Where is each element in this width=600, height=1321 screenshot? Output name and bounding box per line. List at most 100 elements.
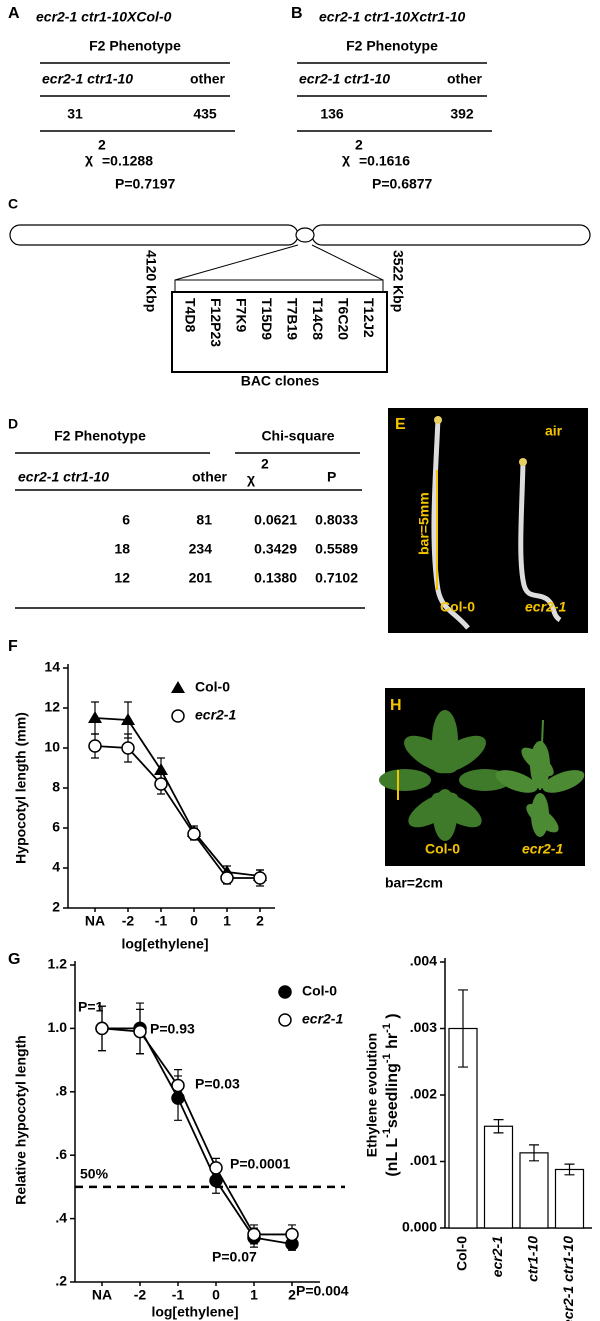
legend-marker xyxy=(171,681,185,693)
panel-label: E xyxy=(395,416,406,433)
chi-symbol: χ xyxy=(85,151,93,167)
cotyledon xyxy=(519,458,527,466)
marker xyxy=(121,741,135,755)
marker xyxy=(133,1024,147,1039)
bar xyxy=(554,1168,585,1229)
y-tick-label: 14 xyxy=(44,659,60,675)
panel-label: B xyxy=(291,5,303,22)
column-header: other xyxy=(190,71,226,87)
y-axis-units-part: -1 xyxy=(381,1053,393,1063)
column-header: ecr2-1 ctr1-10 xyxy=(42,71,133,87)
table-cell: 0.5589 xyxy=(315,541,358,557)
chi-value: =0.1616 xyxy=(359,153,410,169)
region-bar xyxy=(174,279,384,293)
annotation: P=1 xyxy=(78,999,104,1015)
legend-marker xyxy=(278,985,292,999)
panel-label: A xyxy=(8,5,20,22)
p-value: P=0.6877 xyxy=(372,176,433,192)
x-tick-label: NA xyxy=(92,1287,112,1303)
legend-label: Col-0 xyxy=(302,983,337,999)
x-tick-label: 2 xyxy=(288,1287,296,1303)
count: 392 xyxy=(450,106,474,122)
legend-label: ecr2-1 xyxy=(195,707,236,723)
y-tick-label: .2 xyxy=(55,1273,67,1289)
legend-marker xyxy=(278,1013,292,1027)
marker xyxy=(285,1227,299,1242)
y-axis-units-part: ) xyxy=(384,1013,401,1023)
panel-label: G xyxy=(8,951,20,968)
table-header: F2 Phenotype xyxy=(54,428,146,444)
count: 31 xyxy=(67,106,83,122)
y-tick-label: .004 xyxy=(410,953,437,969)
annotation: P=0.07 xyxy=(212,1249,257,1265)
table-header: F2 Phenotype xyxy=(346,38,438,54)
x-axis-label: log[ethylene] xyxy=(121,936,208,952)
y-tick-label: 1.0 xyxy=(48,1019,68,1035)
chi-symbol: χ xyxy=(342,151,350,167)
y-tick-label: 8 xyxy=(52,779,60,795)
legend-label: ecr2-1 xyxy=(302,1011,343,1027)
table-cell: 0.7102 xyxy=(315,570,358,586)
marker xyxy=(154,777,168,791)
x-tick-label: 1 xyxy=(223,913,231,929)
centromere xyxy=(295,227,315,243)
scale-label: bar=5mm xyxy=(416,492,432,555)
y-tick-label: 0.000 xyxy=(402,1219,437,1235)
annotation: P=0.03 xyxy=(195,1076,240,1092)
bolt xyxy=(539,719,544,791)
clone-label: T6C20 xyxy=(335,298,351,340)
clone-label: T15D9 xyxy=(259,298,275,340)
clone-label: T12J2 xyxy=(361,298,377,338)
x-tick-label: -1 xyxy=(172,1287,185,1303)
table-cell: 0.1380 xyxy=(254,570,297,586)
y-axis-units-part: -1 xyxy=(381,1128,393,1138)
clone-label: F12P23 xyxy=(208,298,224,347)
zoom-line xyxy=(311,244,384,281)
x-tick-label: ecr2-1 xyxy=(489,1236,505,1277)
y-tick-label: .8 xyxy=(55,1083,67,1099)
x-tick-label: ecr2-1 ctr1-10 xyxy=(560,1236,576,1321)
legend-marker xyxy=(171,709,185,723)
seedling xyxy=(518,461,562,623)
bar xyxy=(483,1125,514,1229)
y-tick-label: .6 xyxy=(55,1146,67,1162)
cotyledon xyxy=(434,416,442,424)
panel-label: F xyxy=(8,638,18,655)
scale-label: bar=2cm xyxy=(385,875,443,891)
error-bar xyxy=(458,989,468,1068)
zoom-line xyxy=(174,244,299,281)
y-tick-label: 1.2 xyxy=(48,956,68,972)
x-tick-label: 1 xyxy=(250,1287,258,1303)
x-tick-label: ctr1-10 xyxy=(525,1236,541,1282)
y-axis-units-part: -1 xyxy=(381,1023,393,1033)
marker xyxy=(88,739,102,753)
column-header: other xyxy=(447,71,483,87)
annotation: P=0.0001 xyxy=(230,1156,291,1172)
table-cell: 81 xyxy=(196,512,212,528)
y-axis-units-part: seedling xyxy=(384,1063,401,1128)
y-axis-units: (nL L-1seedling-1 hr-1 ) xyxy=(381,1013,401,1176)
column-header: χ xyxy=(247,471,255,487)
table-cell: 234 xyxy=(189,541,213,557)
x-tick-label: 2 xyxy=(256,913,264,929)
plant-label: Col-0 xyxy=(440,599,475,615)
x-tick-label: -1 xyxy=(155,913,168,929)
column-header: ecr2-1 ctr1-10 xyxy=(299,71,390,87)
chi-exponent: 2 xyxy=(355,137,363,153)
y-axis-units-part: (nL L xyxy=(384,1138,401,1177)
rosette xyxy=(495,741,585,837)
chromosome-arm xyxy=(9,224,299,246)
y-tick-label: 6 xyxy=(52,819,60,835)
table-cell: 0.3429 xyxy=(254,541,297,557)
x-tick-label: -2 xyxy=(134,1287,147,1303)
y-tick-label: 10 xyxy=(44,739,60,755)
condition: air xyxy=(545,423,563,439)
panel-label: H xyxy=(390,697,402,714)
table-cell: 0.8033 xyxy=(315,512,358,528)
series-line xyxy=(94,717,261,877)
x-tick-label: Col-0 xyxy=(454,1236,470,1271)
clone-label: F7K9 xyxy=(233,298,249,332)
y-tick-label: .002 xyxy=(410,1086,437,1102)
